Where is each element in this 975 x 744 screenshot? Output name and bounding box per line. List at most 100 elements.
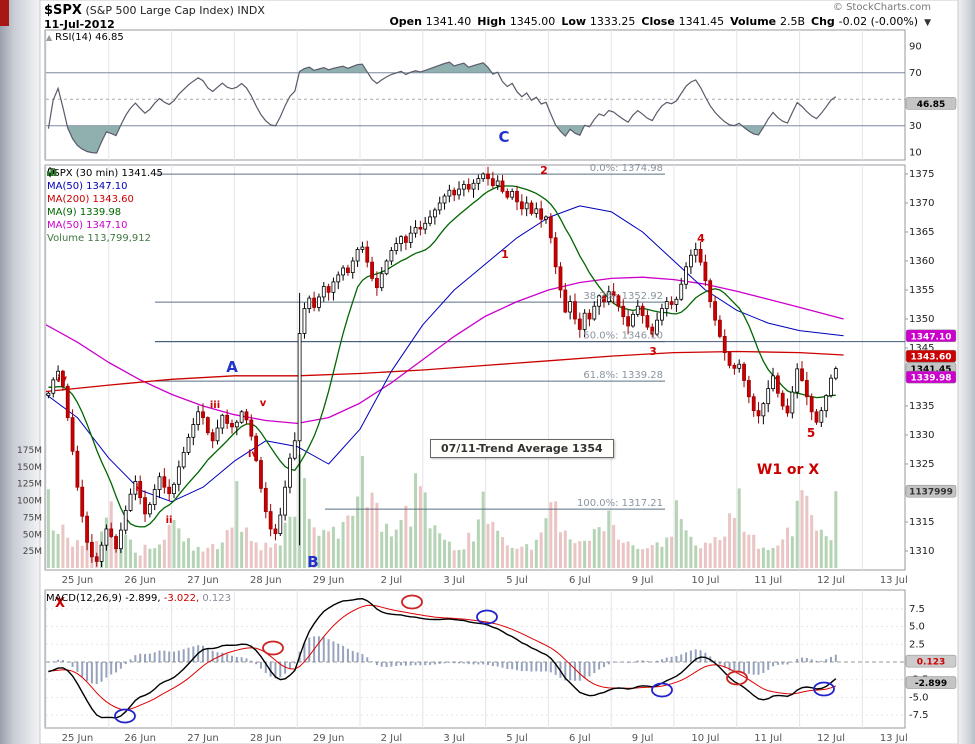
legend-item-0: $SPX (30 min) 1341.45 <box>47 167 163 180</box>
macd-legend-part-1: -2.899, <box>125 593 164 604</box>
svg-text:1375: 1375 <box>909 169 934 180</box>
legend-text-4: MA(50) 1347.10 <box>47 220 128 231</box>
svg-text:10: 10 <box>909 147 922 158</box>
svg-text:29 Jun: 29 Jun <box>313 733 345 744</box>
svg-text:1137999: 1137999 <box>909 488 953 498</box>
svg-text:12 Jul: 12 Jul <box>817 575 845 586</box>
svg-text:25 Jun: 25 Jun <box>62 575 94 586</box>
quote-label-low: Low <box>561 15 590 28</box>
svg-text:-5.0: -5.0 <box>909 692 929 703</box>
svg-text:1315: 1315 <box>909 517 934 528</box>
svg-text:1345: 1345 <box>909 343 934 354</box>
macd-legend: MACD(12,26,9) -2.899, -3.022, 0.123 <box>46 592 231 605</box>
rsi-panel-frame <box>44 29 906 161</box>
svg-text:X: X <box>55 596 65 611</box>
svg-text:1341.45: 1341.45 <box>911 365 952 375</box>
svg-text:i: i <box>135 483 138 494</box>
fibonacci-labels: 0.0%: 1374.98 38.2%: 1352.92 50.0%: 1346.1… <box>577 163 663 509</box>
svg-text:6 Jul: 6 Jul <box>569 733 591 744</box>
symbol-description: (S&P 500 Large Cap Index) <box>85 4 234 17</box>
legend-item-4: MA(50) 1347.10 <box>47 219 163 232</box>
price-flag-3: 1339.98 <box>905 370 957 384</box>
quote-value-close: 1341.45 <box>678 15 725 28</box>
volume-value-flag: 1137999 <box>905 484 957 498</box>
collapse-triangle-icon: ▲ <box>46 33 53 42</box>
svg-text:-7.5: -7.5 <box>909 710 929 721</box>
svg-text:A: A <box>226 358 238 376</box>
svg-text:C: C <box>498 128 509 146</box>
svg-text:90: 90 <box>909 41 922 52</box>
price-flag-0: 1347.10 <box>905 329 957 342</box>
svg-text:13 Jul: 13 Jul <box>880 733 908 744</box>
window-accent <box>0 0 9 26</box>
legend-item-3: MA(9) 1339.98 <box>47 206 163 219</box>
svg-text:1347.10: 1347.10 <box>911 332 952 342</box>
quote-label-close: Close <box>641 15 679 28</box>
svg-text:ii: ii <box>166 515 173 526</box>
macd-signal-line <box>48 604 836 711</box>
macd-flag-1: -2.899 <box>905 676 957 689</box>
macd-line <box>48 597 837 719</box>
svg-text:9 Jul: 9 Jul <box>632 733 654 744</box>
svg-text:46.85: 46.85 <box>917 100 945 110</box>
svg-text:10 Jul: 10 Jul <box>691 575 719 586</box>
macd-indicator <box>46 597 905 719</box>
copyright: © StockCharts.com <box>832 2 931 13</box>
svg-text:29 Jun: 29 Jun <box>313 575 345 586</box>
svg-text:W1 or X: W1 or X <box>757 462 819 478</box>
ohlc-quote-bar: Open 1341.40 High 1345.00 Low 1333.25 Close… <box>389 15 931 28</box>
price-plot <box>46 166 905 568</box>
rsi-line <box>47 61 837 154</box>
main-panel-frame <box>44 164 906 571</box>
rsi-indicator <box>46 61 905 154</box>
svg-text:iii: iii <box>210 400 220 411</box>
chart-header: $SPX (S&P 500 Large Cap Index) INDX <box>44 3 265 18</box>
legend-text-3: MA(9) 1339.98 <box>47 207 122 218</box>
ma50-blue-line <box>46 205 844 503</box>
quote-label-volume: Volume <box>730 15 780 28</box>
svg-text:7.5: 7.5 <box>909 604 925 615</box>
rsi-value-flag: 46.85 <box>905 97 957 110</box>
rsi-legend-label: RSI(14) 46.85 <box>55 32 124 43</box>
svg-text:2 Jul: 2 Jul <box>381 733 403 744</box>
quote-value-chg: -0.02 (-0.00%) <box>838 15 919 28</box>
svg-text:75M: 75M <box>23 513 42 523</box>
svg-text:70: 70 <box>909 68 922 79</box>
svg-text:30: 30 <box>909 121 922 132</box>
rsi-scale: 90 70 30 10 <box>909 41 922 158</box>
quote-value-low: 1333.25 <box>589 15 636 28</box>
trend-average-annotation-box: 07/11-Trend Average 1354 <box>430 439 614 458</box>
date-axis-middle: 25 Jun 26 Jun 27 Jun 28 Jun 29 Jun 2 Jul 3 Jul… <box>62 575 908 586</box>
macd-legend-part-3: 0.123 <box>202 593 231 604</box>
svg-text:iv: iv <box>57 374 67 385</box>
svg-text:2: 2 <box>540 164 548 177</box>
legend-item-2: MA(200) 1343.60 <box>47 193 163 206</box>
window-right-gutter <box>957 0 975 744</box>
svg-text:v: v <box>260 398 267 409</box>
chg-down-icon: ▼ <box>924 18 931 28</box>
svg-text:38.2%: 1352.92: 38.2%: 1352.92 <box>583 291 663 302</box>
svg-text:1: 1 <box>501 248 509 261</box>
quote-label-chg: Chg <box>811 15 839 28</box>
svg-text:2 Jul: 2 Jul <box>381 575 403 586</box>
main-legend: $SPX (30 min) 1341.45 MA(50) 1347.10 MA(20… <box>47 167 163 245</box>
svg-text:6 Jul: 6 Jul <box>569 575 591 586</box>
ma9-green-line <box>48 185 836 528</box>
svg-text:175M: 175M <box>17 446 42 456</box>
svg-text:5.0: 5.0 <box>909 622 925 633</box>
legend-item-1: MA(50) 1347.10 <box>47 180 163 193</box>
svg-text:100.0%: 1317.21: 100.0%: 1317.21 <box>577 498 663 509</box>
macd-crossover-circles <box>114 594 835 724</box>
svg-text:3: 3 <box>649 345 657 358</box>
exchange: INDX <box>237 4 265 17</box>
symbol: $SPX <box>44 3 82 18</box>
volume-scale: 175M 150M 125M 100M 75M 50M 25M <box>17 446 42 557</box>
candlestick-series <box>46 166 838 568</box>
svg-text:0.0%: 1374.98: 0.0%: 1374.98 <box>590 163 663 174</box>
quote-value-open: 1341.40 <box>425 15 472 28</box>
svg-text:4: 4 <box>697 232 705 245</box>
svg-text:5 Jul: 5 Jul <box>506 575 528 586</box>
quote-value-volume: 2.5B <box>779 15 805 28</box>
